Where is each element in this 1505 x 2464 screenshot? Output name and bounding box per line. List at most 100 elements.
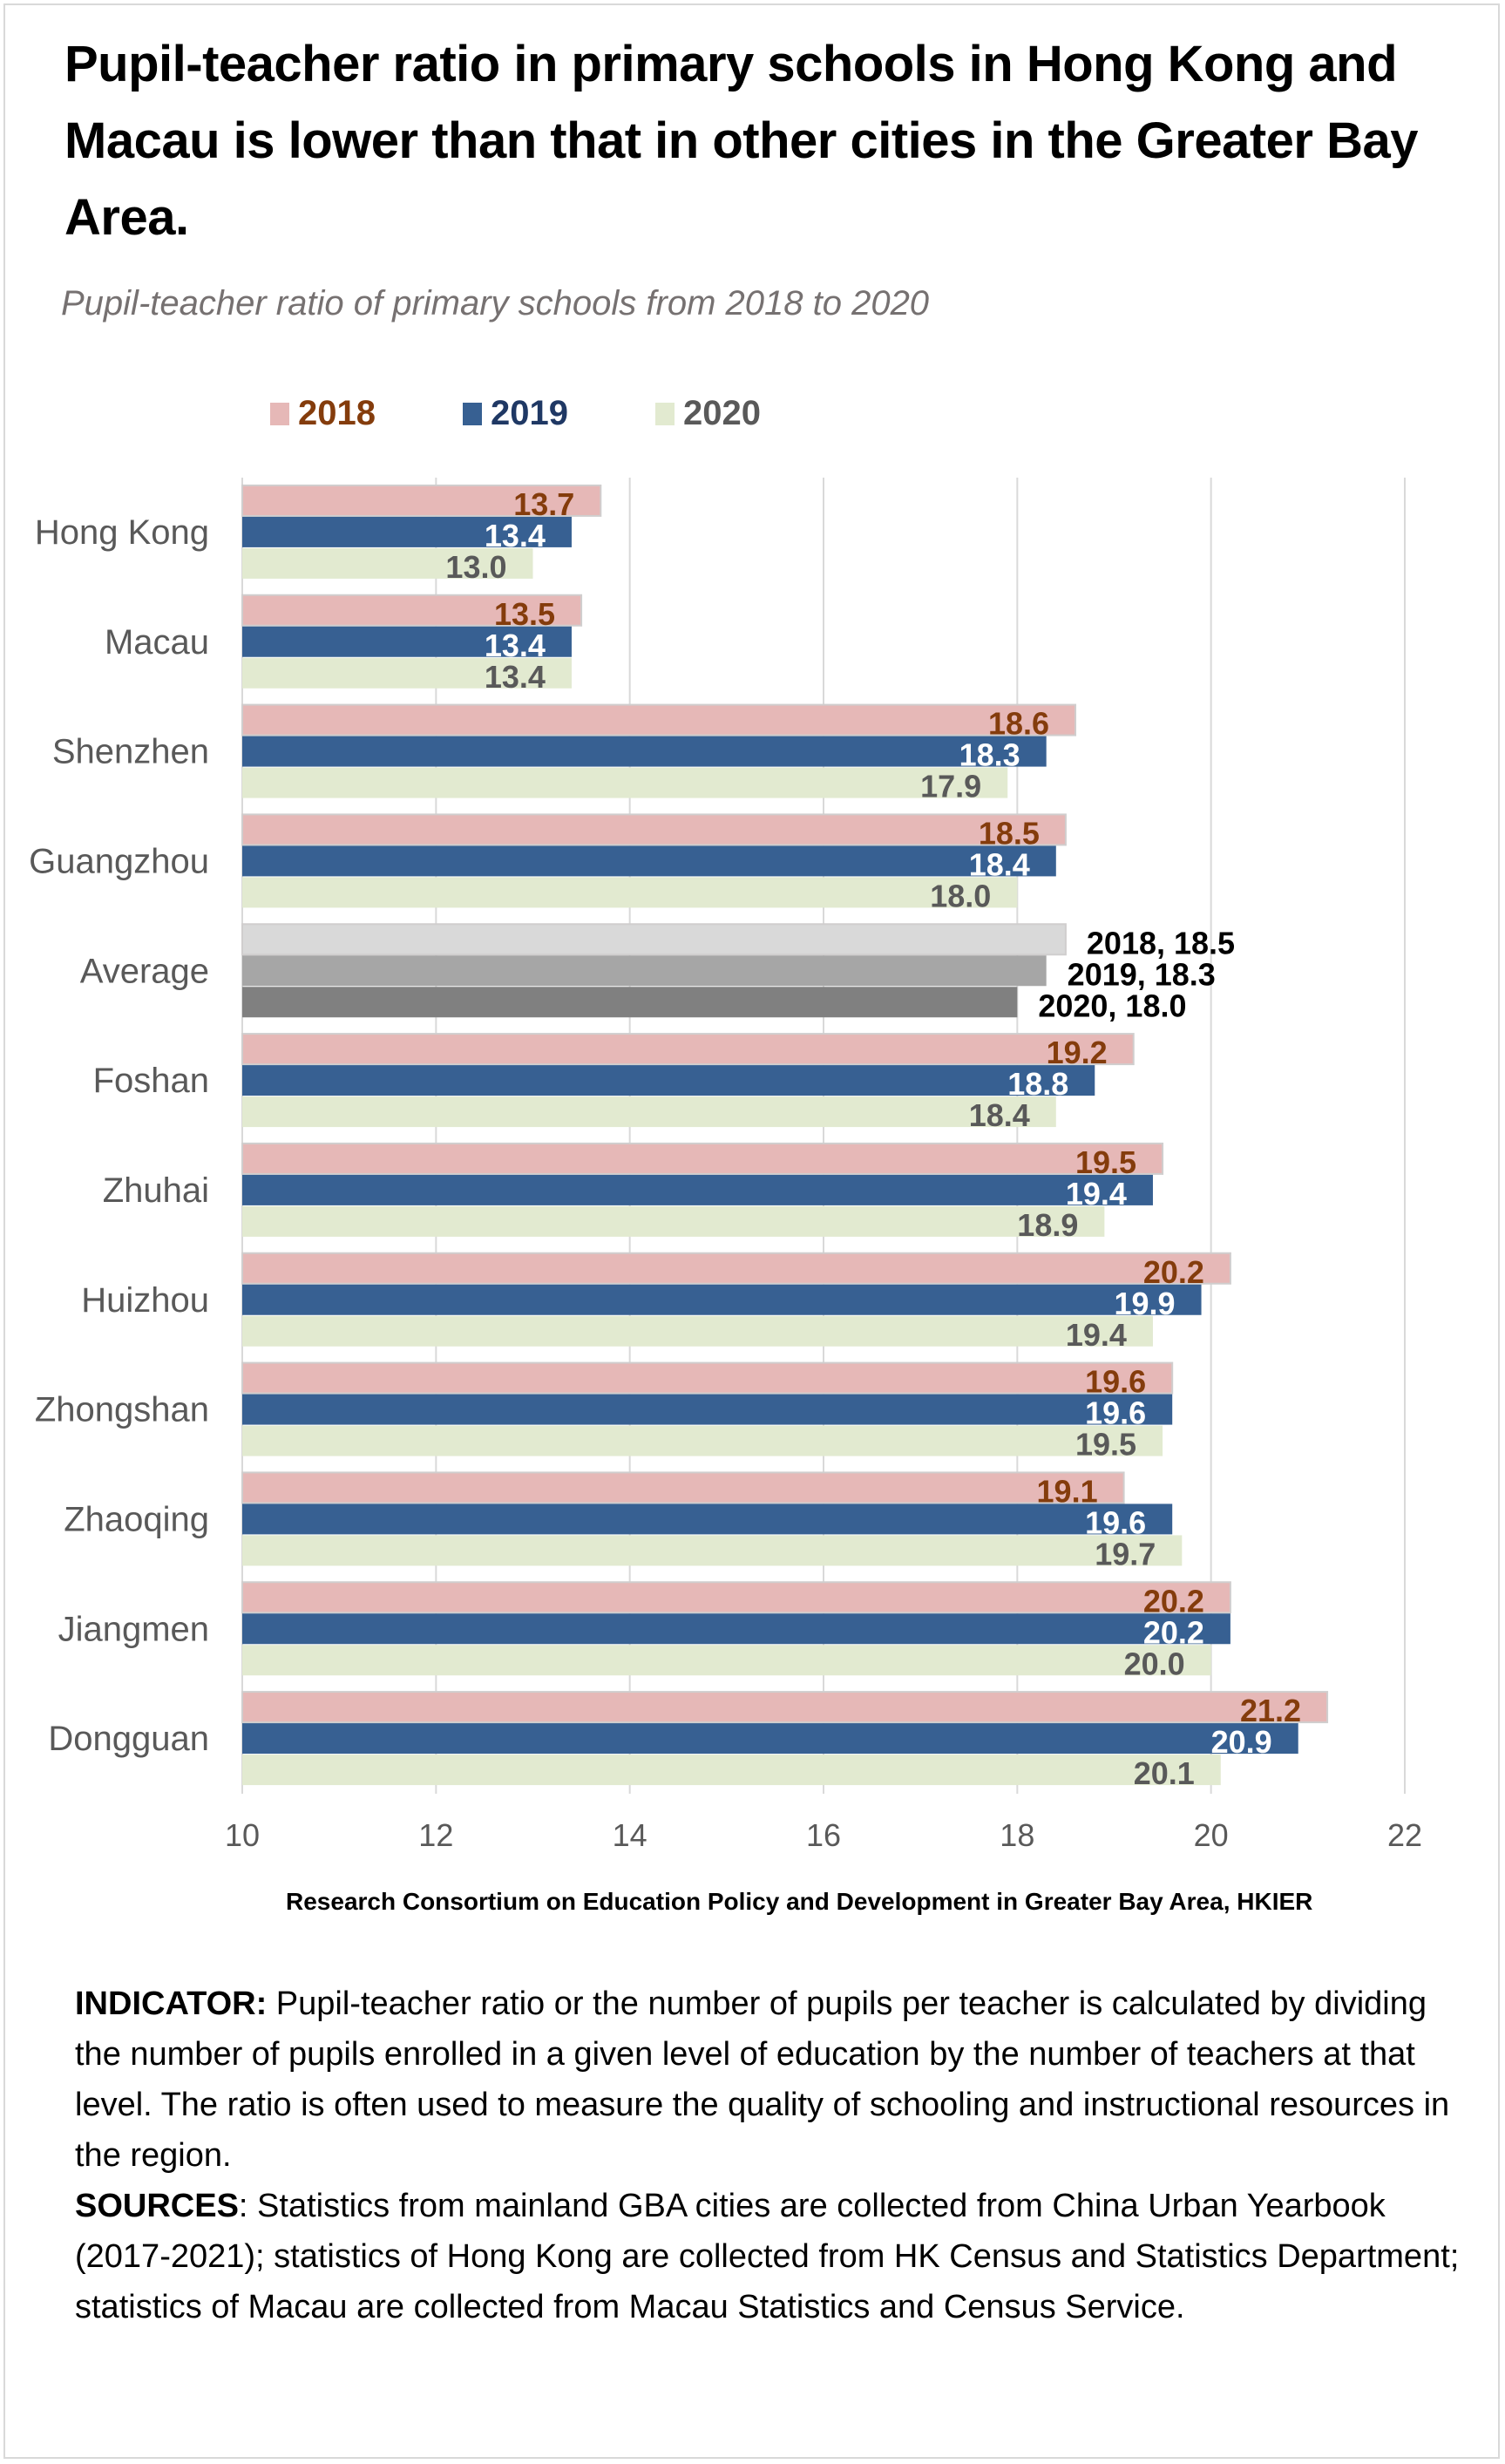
value-label-zhongshan-2020: 19.5	[1075, 1427, 1136, 1463]
bar-zhaoqing-2020	[242, 1535, 1183, 1566]
chart-subtitle: Pupil-teacher ratio of primary schools f…	[61, 284, 930, 322]
value-label-zhaoqing-2020: 19.7	[1095, 1536, 1156, 1571]
x-tick-12: 12	[418, 1817, 453, 1853]
category-label-macau: Macau	[105, 623, 209, 662]
bar-jiangmen-2020	[242, 1645, 1211, 1676]
bar-jiangmen-2019	[242, 1613, 1230, 1645]
legend-label-2020: 2020	[682, 394, 761, 432]
bar-average-2019	[242, 955, 1047, 987]
page-frame	[3, 3, 1500, 2459]
legend-item-2019: 2019	[462, 394, 568, 433]
category-label-jiangmen: Jiangmen	[58, 1610, 209, 1648]
bar-zhaoqing-2018	[241, 1471, 1125, 1504]
gridlines	[241, 478, 1406, 1794]
bar-hong-kong-2020	[242, 547, 533, 579]
bar-huizhou-2018	[241, 1252, 1231, 1285]
value-label-hong-kong-2019: 13.4	[485, 518, 546, 553]
value-label-huizhou-2020: 19.4	[1066, 1317, 1127, 1353]
value-label-huizhou-2018: 20.2	[1143, 1254, 1204, 1290]
bar-shenzhen-2018	[241, 703, 1077, 736]
bar-shenzhen-2020	[242, 767, 1008, 798]
bar-guangzhou-2018	[241, 813, 1067, 846]
bar-macau-2018	[241, 594, 583, 627]
value-label-guangzhou-2019: 18.4	[969, 846, 1030, 882]
legend-label-2018: 2018	[298, 394, 376, 432]
value-label-dongguan-2020: 20.1	[1134, 1755, 1195, 1791]
x-tick-10: 10	[225, 1817, 260, 1853]
value-label-guangzhou-2018: 18.5	[979, 815, 1040, 851]
legend-swatch-2020	[654, 402, 675, 425]
value-label-hong-kong-2020: 13.0	[445, 549, 506, 585]
legend-item-2020: 2020	[654, 394, 761, 433]
category-label-average: Average	[80, 952, 209, 990]
bar-zhongshan-2019	[242, 1394, 1173, 1425]
value-label-zhuhai-2020: 18.9	[1017, 1207, 1078, 1243]
legend-item-2018: 2018	[270, 394, 376, 433]
value-label-foshan-2020: 18.4	[969, 1097, 1030, 1133]
value-label-foshan-2019: 18.8	[1007, 1066, 1068, 1102]
x-tick-labels: 10 12 14 16 18 20 22	[225, 1817, 1422, 1853]
value-label-guangzhou-2020: 18.0	[930, 878, 991, 913]
value-label-jiangmen-2018: 20.2	[1143, 1583, 1204, 1619]
value-label-zhuhai-2019: 19.4	[1066, 1176, 1127, 1212]
value-label-macau-2020: 13.4	[485, 659, 546, 695]
value-label-zhongshan-2019: 19.6	[1085, 1395, 1146, 1431]
value-label-average-2018: 2018, 18.5	[1087, 925, 1235, 960]
bar-huizhou-2020	[242, 1315, 1153, 1347]
value-label-zhaoqing-2018: 19.1	[1037, 1473, 1098, 1509]
bar-zhuhai-2019	[242, 1174, 1153, 1205]
category-label-zhongshan: Zhongshan	[35, 1391, 209, 1429]
bar-zhuhai-2020	[242, 1205, 1105, 1237]
value-label-macau-2018: 13.5	[494, 596, 555, 632]
value-label-average-2019: 2019, 18.3	[1068, 956, 1216, 992]
bar-dongguan-2018	[241, 1691, 1329, 1724]
bar-foshan-2020	[242, 1096, 1056, 1128]
bar-foshan-2018	[241, 1033, 1135, 1066]
bar-average-2020	[242, 987, 1018, 1018]
chart-legend: 2018 2019 2020	[270, 394, 848, 433]
bar-guangzhou-2019	[242, 845, 1056, 877]
bar-chart: 13.713.413.013.513.413.418.618.317.918.5…	[29, 478, 1422, 1853]
value-label-dongguan-2018: 21.2	[1240, 1693, 1301, 1728]
category-label-foshan: Foshan	[93, 1062, 209, 1100]
source-credit: Research Consortium on Education Policy …	[286, 1888, 1313, 1915]
value-label-jiangmen-2020: 20.0	[1124, 1646, 1185, 1681]
value-label-foshan-2018: 19.2	[1047, 1035, 1108, 1070]
indicator-label: INDICATOR:	[75, 1985, 268, 2022]
bar-macau-2020	[242, 657, 572, 689]
category-label-huizhou: Huizhou	[81, 1281, 209, 1320]
value-label-jiangmen-2019: 20.2	[1143, 1614, 1204, 1650]
value-label-hong-kong-2018: 13.7	[513, 486, 574, 522]
value-label-shenzhen-2018: 18.6	[988, 706, 1049, 742]
x-tick-18: 18	[1000, 1817, 1034, 1853]
legend-label-2019: 2019	[490, 394, 568, 432]
category-label-dongguan: Dongguan	[48, 1720, 209, 1758]
legend-swatch-2018	[270, 402, 289, 425]
bar-average-2018	[241, 923, 1067, 956]
value-label-shenzhen-2020: 17.9	[920, 769, 981, 804]
bar-zhongshan-2020	[242, 1425, 1163, 1456]
sources-label: SOURCES	[75, 2188, 239, 2224]
value-label-shenzhen-2019: 18.3	[959, 737, 1020, 773]
category-label-hong-kong: Hong Kong	[35, 513, 209, 552]
category-label-shenzhen: Shenzhen	[52, 733, 209, 771]
value-label-zhuhai-2018: 19.5	[1075, 1144, 1136, 1180]
legend-swatch-2019	[462, 402, 482, 425]
bars	[241, 484, 1329, 1786]
value-label-huizhou-2019: 19.9	[1114, 1286, 1175, 1321]
notes-section: INDICATOR: Pupil-teacher ratio or the nu…	[75, 1979, 1469, 2332]
x-tick-14: 14	[613, 1817, 647, 1853]
x-tick-22: 22	[1387, 1817, 1422, 1853]
value-label-zhongshan-2018: 19.6	[1085, 1364, 1146, 1400]
indicator-text: Pupil-teacher ratio or the number of pup…	[75, 1985, 1450, 2174]
bar-shenzhen-2019	[242, 736, 1047, 767]
bar-zhaoqing-2019	[242, 1504, 1173, 1535]
bar-dongguan-2020	[242, 1755, 1221, 1786]
page-title: Pupil-teacher ratio in primary schools i…	[64, 36, 1419, 246]
bar-zhuhai-2018	[241, 1142, 1164, 1175]
value-label-macau-2019: 13.4	[485, 628, 546, 663]
bar-guangzhou-2020	[242, 877, 1018, 908]
bar-dongguan-2019	[242, 1723, 1298, 1755]
category-labels: Hong Kong Macau Shenzhen Guangzhou Average Fo…	[29, 513, 209, 1758]
bar-huizhou-2019	[242, 1284, 1202, 1315]
